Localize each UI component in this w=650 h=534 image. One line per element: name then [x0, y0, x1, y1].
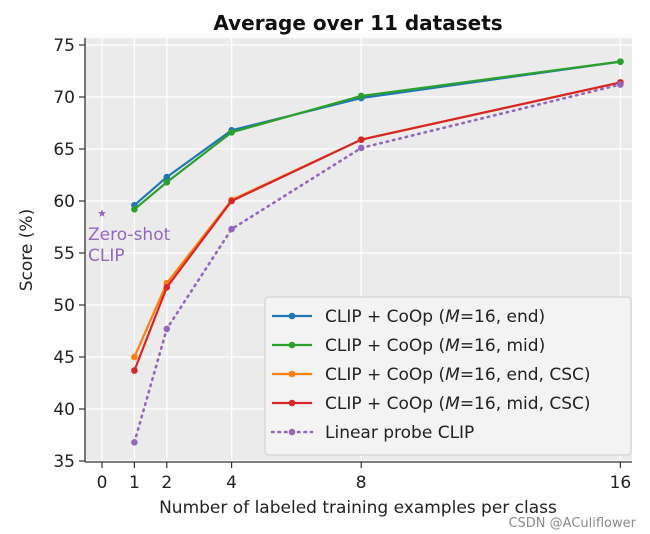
data-point	[617, 81, 624, 88]
y-tick-label: 50	[53, 296, 75, 316]
series-5	[131, 81, 624, 446]
legend-entry: CLIP + CoOp (M=16, end)	[272, 307, 545, 327]
legend-entry: Linear probe CLIP	[270, 423, 474, 443]
x-tick-label: 0	[97, 473, 108, 493]
chart-title: Average over 11 datasets	[213, 11, 502, 35]
legend-label: CLIP + CoOp (M=16, mid)	[325, 336, 545, 356]
x-tick-label: 1	[129, 473, 140, 493]
series-group	[131, 58, 624, 446]
annotation-text: Zero-shot	[88, 225, 171, 245]
data-point	[131, 367, 138, 374]
x-tick-label: 4	[226, 473, 237, 493]
legend: CLIP + CoOp (M=16, end) CLIP + CoOp (M=16…	[264, 296, 632, 456]
y-tick-label: 75	[53, 36, 75, 56]
x-tick-label: 16	[610, 473, 632, 493]
data-point	[131, 438, 138, 446]
legend-label: CLIP + CoOp (M=16, end, CSC)	[325, 365, 591, 385]
legend-marker	[288, 370, 296, 378]
data-point	[131, 206, 138, 213]
y-axis-label: Score (%)	[17, 209, 37, 291]
x-axis-label: Number of labeled training examples per …	[159, 498, 557, 518]
y-tick-label: 55	[53, 244, 75, 264]
legend-marker	[288, 399, 296, 407]
legend-entry: CLIP + CoOp (M=16, end, CSC)	[272, 365, 591, 385]
data-point	[357, 136, 365, 143]
x-tick-label: 2	[161, 473, 172, 493]
data-point	[163, 284, 171, 291]
series-4	[131, 79, 624, 374]
data-point	[228, 197, 235, 205]
series-2	[131, 58, 624, 213]
y-tick-label: 60	[53, 192, 75, 212]
watermark: CSDN @ACuliflower	[508, 516, 636, 531]
y-tick-label: 40	[53, 400, 75, 420]
legend-marker	[288, 312, 296, 320]
data-point	[617, 58, 624, 65]
data-point	[131, 353, 138, 361]
data-point	[228, 225, 235, 233]
legend-entry: CLIP + CoOp (M=16, mid, CSC)	[272, 394, 591, 414]
axes: 35 40 45 50 55 60 65 70 75 0 1 2 4 8 16	[53, 36, 632, 493]
data-point	[357, 144, 365, 152]
y-tick-label: 45	[53, 348, 75, 368]
legend-label: Linear probe CLIP	[325, 423, 474, 443]
star-marker	[98, 209, 106, 217]
data-point	[357, 92, 365, 100]
y-tick-label: 65	[53, 140, 75, 160]
y-tick-label: 35	[53, 452, 75, 472]
legend-label: CLIP + CoOp (M=16, end)	[325, 307, 545, 327]
legend-marker	[288, 341, 296, 349]
x-tick-label: 8	[356, 473, 367, 493]
data-point	[228, 129, 235, 136]
annotation-text: CLIP	[88, 246, 125, 266]
legend-label: CLIP + CoOp (M=16, mid, CSC)	[325, 394, 591, 414]
y-tick-label: 70	[53, 88, 75, 108]
data-point	[163, 173, 171, 181]
legend-box	[264, 296, 632, 456]
series-line	[133, 83, 622, 444]
data-point	[163, 325, 171, 333]
data-point	[163, 178, 171, 186]
legend-marker	[288, 428, 296, 436]
legend-entry: CLIP + CoOp (M=16, mid)	[272, 336, 545, 356]
